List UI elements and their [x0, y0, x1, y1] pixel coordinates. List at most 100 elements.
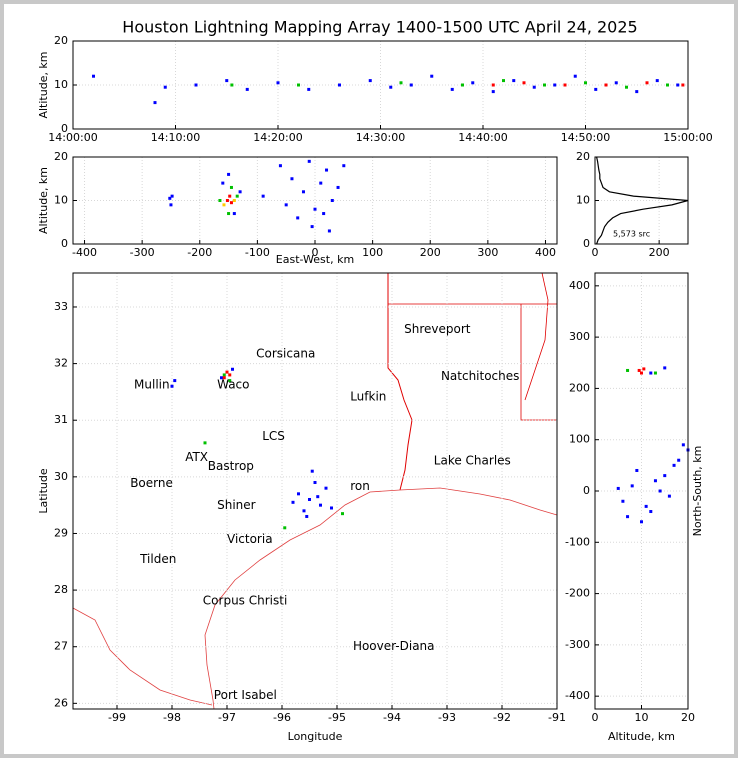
- source-point: [522, 81, 526, 85]
- source-point: [221, 181, 225, 185]
- x-tick-label: 300: [477, 246, 498, 259]
- place-label: Waco: [217, 378, 249, 392]
- y-axis-label: North-South, km: [691, 446, 704, 537]
- source-point: [284, 203, 288, 207]
- y-tick-label: 20: [576, 150, 590, 163]
- source-point: [229, 185, 233, 189]
- source-point: [667, 494, 671, 498]
- source-point: [232, 199, 236, 202]
- x-tick-label: -99: [108, 711, 126, 724]
- y-tick-label: 30: [54, 470, 68, 483]
- source-point: [630, 484, 634, 488]
- marks: [616, 366, 690, 524]
- x-tick-label: 200: [649, 246, 670, 259]
- x-axis-label: Altitude, km: [608, 730, 675, 743]
- source-count: 5,573 src: [613, 230, 650, 239]
- y-tick-label: 0: [61, 122, 68, 135]
- place-label: Victoria: [227, 532, 273, 546]
- source-point: [621, 499, 625, 503]
- place-label: Natchitoches: [441, 369, 519, 383]
- source-point: [649, 510, 653, 514]
- state-border: [387, 273, 413, 491]
- x-tick-label: -96: [273, 711, 291, 724]
- source-point: [626, 515, 630, 519]
- source-point: [342, 164, 346, 168]
- source-point: [225, 370, 229, 374]
- source-point: [235, 194, 239, 198]
- place-label: LCS: [262, 429, 285, 443]
- source-point: [278, 164, 282, 168]
- source-point: [227, 212, 231, 216]
- source-point: [584, 81, 587, 85]
- source-point: [245, 87, 249, 91]
- x-tick-label: -94: [383, 711, 401, 724]
- source-point: [677, 458, 681, 462]
- source-point: [649, 371, 653, 375]
- source-point: [324, 486, 328, 490]
- source-point: [153, 101, 157, 105]
- x-tick-label: 15:00:00: [663, 131, 712, 144]
- y-tick-label: 200: [569, 381, 590, 394]
- source-point: [170, 384, 174, 388]
- y-tick-label: 0: [583, 484, 590, 497]
- source-point: [313, 207, 317, 211]
- source-point: [512, 79, 516, 83]
- place-label: Lufkin: [350, 390, 386, 404]
- source-point: [173, 379, 177, 383]
- source-point: [399, 81, 403, 85]
- panel: 0 10 20 -400 -300 -200 -100 0 100 200 300 400 Altitu…: [565, 272, 704, 743]
- x-tick-label: 14:50:00: [561, 131, 610, 144]
- x-tick-label: 400: [535, 246, 556, 259]
- source-point: [163, 85, 167, 89]
- panel: -99 -98 -97 -96 -95 -94 -93 -92 -91 26 27 28 29 30 31 3…: [37, 272, 566, 743]
- source-point: [330, 506, 333, 510]
- y-tick-label: 0: [583, 237, 590, 250]
- source-point: [461, 83, 464, 87]
- x-tick-label: 14:10:00: [151, 131, 200, 144]
- y-tick-label: 100: [569, 433, 590, 446]
- x-tick-label: -200: [187, 246, 212, 259]
- place-label: ATX: [185, 450, 208, 464]
- x-tick-label: 0: [592, 246, 599, 259]
- source-point: [194, 83, 198, 87]
- source-point: [635, 90, 639, 94]
- place-label: Hoover-Diana: [353, 639, 435, 653]
- source-point: [532, 85, 536, 89]
- panel: 14:00:00 14:10:00 14:20:00 14:30:00 14:40:00…: [37, 34, 713, 144]
- axes-frame: [72, 40, 689, 130]
- source-point: [640, 520, 643, 524]
- source-point: [222, 376, 226, 380]
- source-point: [291, 500, 295, 504]
- source-point: [471, 81, 475, 85]
- place-label: Tilden: [139, 552, 176, 566]
- place-label: Mullin: [134, 378, 170, 392]
- axes-frame: [594, 272, 689, 710]
- source-point: [218, 199, 222, 202]
- source-point: [276, 81, 280, 85]
- panel: -400 -300 -200 -100 0 100 200 300 400 0 10 20 East-W…: [37, 150, 558, 266]
- source-point: [322, 212, 326, 216]
- x-tick-label: -97: [218, 711, 236, 724]
- source-point: [228, 373, 232, 377]
- source-point: [313, 481, 317, 485]
- source-point: [307, 159, 311, 163]
- source-point: [594, 87, 598, 91]
- y-tick-label: -300: [565, 638, 590, 651]
- y-tick-label: 32: [54, 357, 68, 370]
- source-point: [573, 74, 577, 78]
- source-point: [92, 74, 95, 78]
- source-point: [655, 79, 659, 83]
- source-point: [625, 85, 628, 89]
- y-tick-label: 300: [569, 330, 590, 343]
- source-point: [543, 83, 546, 87]
- marks: [170, 367, 344, 530]
- source-point: [302, 509, 306, 513]
- source-point: [672, 463, 676, 467]
- x-tick-label: 200: [420, 246, 441, 259]
- source-point: [316, 495, 320, 499]
- source-point: [653, 371, 657, 375]
- place-label: ron: [350, 479, 370, 493]
- source-point: [222, 203, 226, 207]
- source-point: [681, 83, 685, 87]
